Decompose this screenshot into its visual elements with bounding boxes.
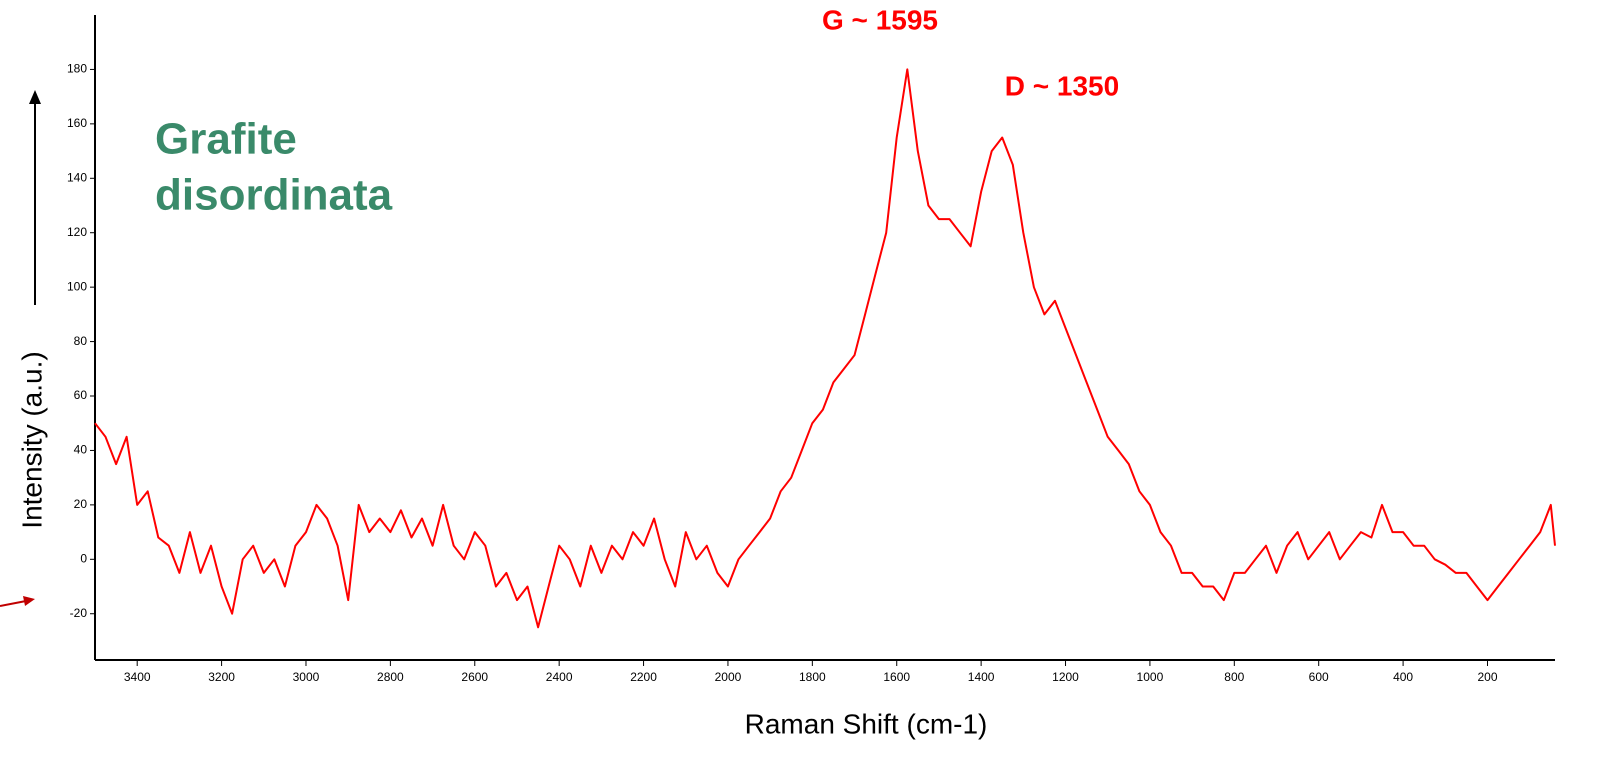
pointer-arrow <box>0 600 27 607</box>
annotation: G ~ 1595 <box>822 4 938 35</box>
x-tick-label: 2400 <box>546 670 573 684</box>
spectrum-line <box>94 68 1556 629</box>
axis-arrowhead <box>29 90 41 104</box>
y-tick-label: 180 <box>67 62 87 76</box>
x-axis-label: Raman Shift (cm-1) <box>745 708 988 739</box>
x-tick-label: 3400 <box>124 670 151 684</box>
x-tick-label: 2800 <box>377 670 404 684</box>
y-tick-label: 40 <box>74 443 88 457</box>
x-tick-label: 2200 <box>630 670 657 684</box>
x-tick-label: 1400 <box>968 670 995 684</box>
y-tick-label: 100 <box>67 279 87 293</box>
x-tick-label: 1200 <box>1052 670 1079 684</box>
x-tick-label: 1600 <box>883 670 910 684</box>
x-tick-label: 600 <box>1309 670 1329 684</box>
inset-text: Grafite <box>155 115 297 164</box>
x-tick-label: 200 <box>1477 670 1497 684</box>
y-tick-label: 0 <box>80 551 87 565</box>
pointer-arrowhead <box>23 596 35 606</box>
x-tick-label: 2600 <box>461 670 488 684</box>
y-tick-label: -20 <box>70 606 88 620</box>
x-tick-label: 1000 <box>1137 670 1164 684</box>
x-tick-label: 1800 <box>799 670 826 684</box>
y-tick-label: 140 <box>67 170 87 184</box>
y-tick-label: 60 <box>74 388 88 402</box>
y-tick-label: 80 <box>74 334 88 348</box>
x-tick-label: 3000 <box>293 670 320 684</box>
annotation: D ~ 1350 <box>1005 70 1119 101</box>
y-axis-label: Intensity (a.u.) <box>16 351 47 528</box>
y-tick-label: 160 <box>67 116 87 130</box>
inset-text: disordinata <box>155 171 393 220</box>
x-tick-label: 3200 <box>208 670 235 684</box>
y-tick-label: 20 <box>74 497 88 511</box>
x-tick-label: 800 <box>1224 670 1244 684</box>
x-tick-label: 2000 <box>715 670 742 684</box>
y-tick-label: 120 <box>67 225 87 239</box>
x-tick-label: 400 <box>1393 670 1413 684</box>
